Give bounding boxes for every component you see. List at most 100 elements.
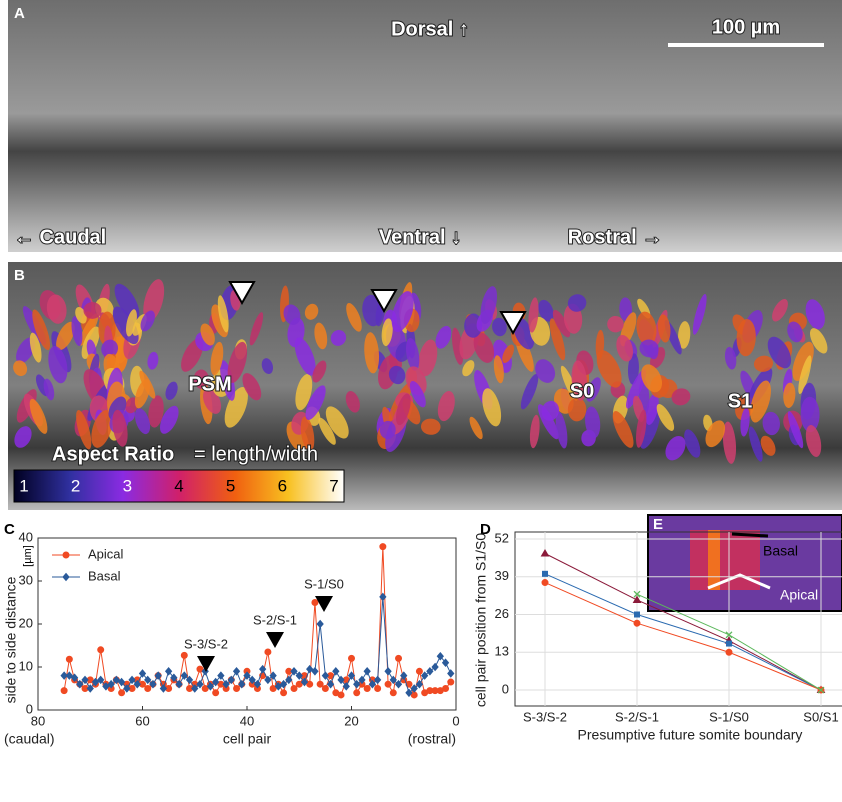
cell [678, 321, 691, 349]
cell [29, 332, 42, 363]
arrowheads [228, 281, 527, 336]
y-axis-label: cell pair position from S1/S0 [473, 533, 489, 708]
cell [469, 416, 483, 440]
cell [283, 304, 301, 325]
cell [420, 418, 441, 435]
cell [626, 369, 647, 409]
point [358, 675, 366, 685]
point [295, 671, 303, 680]
point [542, 570, 548, 577]
cell [305, 385, 326, 420]
point [342, 682, 350, 691]
cell [91, 410, 113, 448]
point [175, 679, 183, 689]
y-tick-label: 10 [19, 658, 33, 673]
series-line [544, 573, 822, 691]
cell [147, 351, 159, 370]
point [347, 671, 356, 680]
point [295, 680, 303, 688]
cell [406, 337, 420, 371]
y-tick-label: 13 [495, 644, 509, 659]
cell [520, 373, 539, 410]
cell [325, 406, 349, 439]
cell [552, 309, 571, 338]
point [337, 691, 345, 699]
cell [762, 411, 780, 436]
cell [656, 403, 675, 431]
cell [805, 425, 822, 457]
colorbar-tick: 7 [329, 476, 338, 495]
point [60, 687, 68, 695]
point [420, 671, 429, 680]
cell [571, 360, 588, 401]
point [212, 689, 220, 697]
cell [760, 435, 776, 456]
y-tick-label: 20 [19, 615, 33, 630]
series-line [544, 582, 822, 691]
cell [345, 391, 360, 413]
point [227, 675, 235, 685]
point [337, 675, 345, 685]
cell [482, 388, 502, 427]
cell [220, 360, 236, 401]
point [185, 675, 194, 685]
cell [193, 369, 210, 389]
x-tick-label: 0 [452, 713, 459, 728]
x-tick-label: S0/S1 [803, 709, 838, 724]
cell [492, 317, 507, 337]
point [138, 669, 147, 678]
cell [722, 421, 737, 464]
point [374, 685, 382, 692]
point [248, 675, 256, 685]
cell [83, 302, 102, 319]
legend-label: Basal [88, 568, 121, 583]
basal-marker [731, 532, 769, 538]
cell [502, 344, 515, 364]
x-tick-label: 60 [135, 713, 149, 728]
cell [607, 315, 624, 333]
point [128, 675, 136, 685]
x-tick-label: S-1/S0 [709, 709, 749, 724]
cell [330, 329, 347, 346]
cell [29, 398, 48, 434]
point [264, 648, 272, 656]
point [70, 673, 79, 683]
orientation-label: Rostral → [568, 226, 662, 248]
cell [692, 293, 707, 335]
point [206, 682, 215, 691]
colorbar-ticks: 1 2 3 4 5 6 7 [19, 476, 338, 495]
cell [639, 339, 659, 358]
point [159, 684, 168, 693]
point [379, 543, 387, 551]
y-tick-label: 26 [495, 606, 509, 621]
cell [395, 393, 411, 426]
point [144, 675, 152, 685]
cell [210, 341, 224, 376]
plot-frame [514, 531, 842, 707]
y-tick-label: 30 [19, 572, 33, 587]
cell [560, 365, 578, 401]
point [436, 651, 444, 661]
cell [636, 311, 657, 346]
cell [71, 316, 83, 347]
point [62, 551, 70, 559]
cell [46, 294, 67, 324]
cell [112, 306, 139, 345]
point [447, 669, 455, 678]
colorbar-tick: 6 [278, 476, 287, 495]
point [817, 686, 825, 694]
cell [657, 314, 671, 343]
orientation-label: ← Caudal [14, 226, 106, 248]
cell [767, 336, 792, 369]
y-tick-label: 39 [495, 568, 509, 583]
point [117, 677, 126, 687]
cell [112, 409, 128, 447]
point [259, 664, 267, 674]
cell [364, 332, 380, 374]
point [726, 640, 732, 647]
point [217, 671, 225, 680]
panel-label: E [653, 516, 663, 533]
point [725, 648, 733, 656]
x-tick-label: 80 [31, 713, 45, 728]
legend-label: Apical [88, 546, 124, 561]
